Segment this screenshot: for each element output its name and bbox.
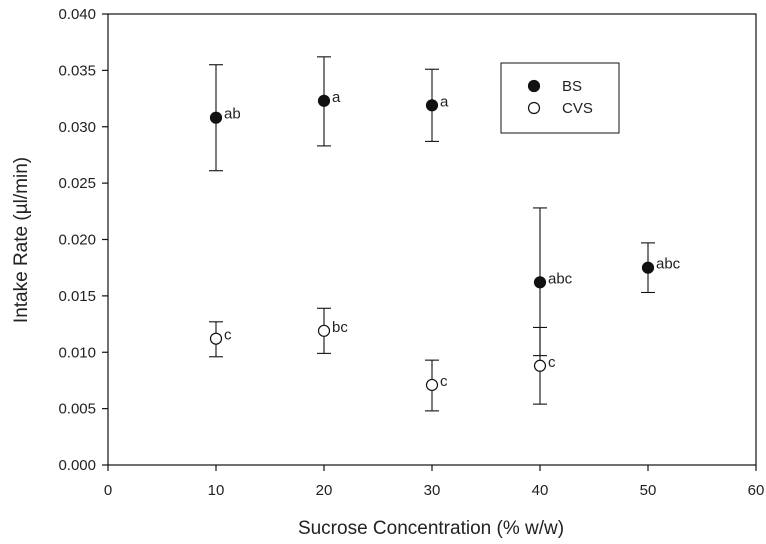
- x-axis-title: Sucrose Concentration (% w/w): [298, 518, 564, 539]
- cvs-point: [425, 378, 439, 392]
- cvs-point: [317, 324, 331, 337]
- x-tick-label: 20: [316, 482, 333, 499]
- bs-point: [533, 276, 547, 289]
- bs-point: [317, 94, 331, 107]
- axes: 0 10 20 30 40 50 60 0.000 0.005 0.010 0.015 0.020 0.…: [58, 6, 764, 499]
- y-tick-label: 0.015: [58, 288, 96, 305]
- significance-label: c: [548, 354, 556, 371]
- cvs-point: [209, 332, 223, 345]
- bs-point: [209, 111, 223, 124]
- cvs-point-group: bc: [317, 307, 348, 354]
- cvs-point-group: c: [425, 359, 448, 412]
- legend-label-cvs: CVS: [562, 100, 593, 117]
- data-marks: ab a a abc abc c bc c c: [209, 56, 681, 412]
- legend: BS CVS: [500, 62, 620, 134]
- cvs-point-group: c: [209, 321, 232, 358]
- y-tick-label: 0.005: [58, 401, 96, 418]
- cvs-point-group: c: [533, 326, 556, 405]
- y-tick-label: 0.035: [58, 62, 96, 79]
- x-tick-label: 50: [640, 482, 657, 499]
- y-tick-label: 0.040: [58, 6, 96, 23]
- x-tick-label: 60: [748, 482, 765, 499]
- bs-point-group: abc: [533, 207, 573, 357]
- legend-marker-cvs: [527, 101, 541, 115]
- y-tick-label: 0.010: [58, 344, 96, 361]
- x-tick-label: 10: [208, 482, 225, 499]
- significance-label: c: [224, 327, 232, 344]
- x-tick-label: 0: [104, 482, 112, 499]
- significance-label: a: [332, 89, 341, 106]
- y-tick-label: 0.030: [58, 119, 96, 136]
- y-tick-label: 0.020: [58, 232, 96, 249]
- significance-label: c: [440, 373, 448, 390]
- y-tick-label: 0.000: [58, 457, 96, 474]
- cvs-point: [533, 359, 547, 372]
- legend-box: [500, 62, 620, 134]
- significance-label: abc: [656, 256, 681, 273]
- x-tick-label: 30: [424, 482, 441, 499]
- significance-label: bc: [332, 319, 348, 336]
- significance-label: ab: [224, 106, 241, 123]
- bs-point: [641, 261, 655, 274]
- significance-label: a: [440, 93, 449, 110]
- x-tick-label: 40: [532, 482, 549, 499]
- bs-point-group: abc: [641, 242, 681, 294]
- significance-label: abc: [548, 270, 573, 287]
- bs-point-group: a: [317, 56, 341, 147]
- bs-point: [425, 99, 439, 112]
- bs-point-group: ab: [209, 64, 241, 172]
- bs-point-group: a: [425, 68, 449, 142]
- legend-label-bs: BS: [562, 78, 582, 95]
- y-axis-title: Intake Rate (µl/min): [11, 157, 32, 323]
- legend-marker-bs: [527, 79, 541, 93]
- y-tick-label: 0.025: [58, 175, 96, 192]
